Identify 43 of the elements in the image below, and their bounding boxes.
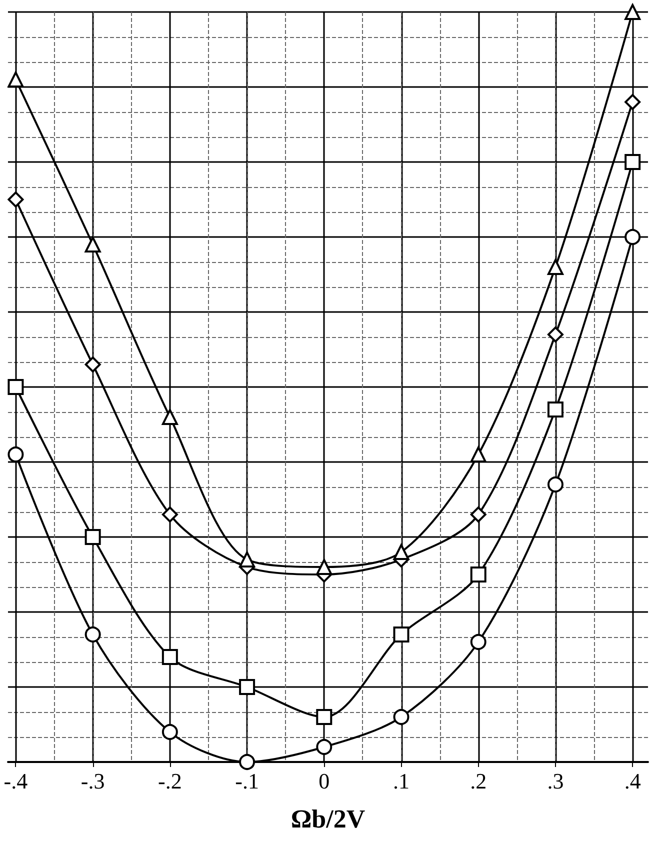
x-tick-label: .1 (393, 768, 410, 794)
point (316, 709, 332, 725)
point (84, 236, 101, 252)
point (84, 356, 101, 372)
x-tick-label: 0 (318, 768, 330, 794)
point (239, 679, 256, 695)
x-tick-label: -.3 (80, 768, 105, 794)
point (547, 326, 564, 342)
x-tick-label: -.1 (235, 768, 259, 794)
point (84, 626, 101, 642)
point (316, 559, 332, 575)
point (547, 476, 564, 492)
point (84, 529, 101, 545)
point (393, 626, 410, 642)
point (624, 229, 641, 245)
x-tick-label: .3 (547, 768, 564, 794)
x-tick-label: .2 (470, 768, 487, 794)
point (8, 72, 24, 88)
point (393, 709, 410, 725)
point (624, 94, 641, 110)
point (470, 634, 486, 650)
point (393, 544, 410, 560)
point (624, 4, 641, 20)
point (470, 566, 486, 582)
point (239, 552, 256, 568)
x-tick-label: -.4 (4, 768, 28, 794)
point (162, 724, 178, 740)
point (547, 402, 564, 418)
point (162, 649, 178, 665)
point (162, 506, 178, 522)
x-axis-title: Ωb/2V (290, 804, 366, 834)
point (316, 739, 332, 755)
point (547, 259, 564, 275)
x-tick-label: .4 (624, 768, 641, 794)
point (470, 506, 486, 522)
point (8, 379, 24, 395)
point (239, 754, 256, 770)
point (162, 409, 178, 425)
point (8, 446, 24, 462)
x-tick-label: -.2 (158, 768, 182, 794)
point (470, 446, 486, 462)
point (624, 154, 641, 170)
point (8, 192, 24, 208)
